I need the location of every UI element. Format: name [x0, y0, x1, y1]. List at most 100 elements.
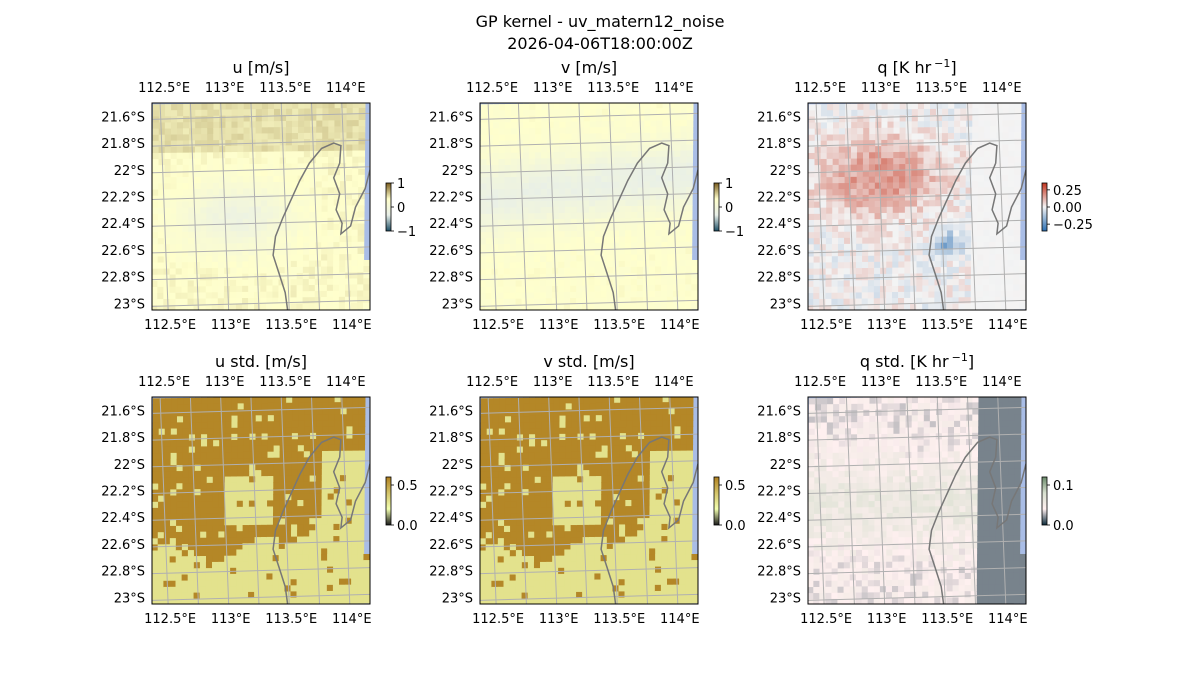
heatmap-cell	[953, 212, 960, 219]
heatmap-cell	[182, 177, 190, 184]
heatmap-cell	[357, 505, 365, 513]
heatmap-cell	[820, 140, 828, 148]
heatmap-cell	[328, 414, 336, 422]
heatmap-cell	[813, 256, 821, 264]
heatmap-cell	[879, 292, 887, 299]
heatmap-cell	[662, 114, 670, 121]
heatmap-cell	[260, 518, 268, 526]
heatmap-cell	[340, 120, 348, 127]
heatmap-cell	[169, 599, 176, 604]
heatmap-cell	[152, 128, 160, 136]
heatmap-cell	[261, 494, 268, 502]
heatmap-cell	[857, 121, 864, 129]
heatmap-cell	[339, 242, 347, 249]
heatmap-cell	[947, 181, 955, 189]
heatmap-cell	[158, 459, 166, 466]
heatmap-cell	[183, 410, 190, 417]
heatmap-cell	[261, 482, 268, 489]
heatmap-cell	[874, 206, 882, 214]
heatmap-cell	[237, 164, 244, 171]
heatmap-cell	[844, 170, 852, 178]
heatmap-cell	[152, 532, 159, 539]
heatmap-cell	[212, 549, 219, 557]
heatmap-cell	[1014, 120, 1022, 127]
heatmap-cell	[965, 157, 973, 164]
gridline-lon	[159, 397, 169, 604]
heatmap-cell	[857, 140, 864, 147]
heatmap-cell	[266, 303, 273, 310]
heatmap-cell	[182, 446, 190, 454]
heatmap-cell	[255, 397, 263, 404]
heatmap-cell	[219, 115, 227, 123]
heatmap-cell	[225, 109, 233, 117]
lat-tick-label: 21.8°S	[757, 137, 801, 152]
heatmap-cell	[1002, 168, 1009, 176]
heatmap-cell	[656, 138, 663, 146]
heatmap-cell	[625, 212, 632, 219]
heatmap-cell	[298, 120, 305, 128]
heatmap-cell	[649, 163, 657, 170]
heatmap-cell	[959, 151, 967, 158]
heatmap-cell	[813, 305, 820, 310]
heatmap-cell	[254, 285, 261, 293]
heatmap-cell	[219, 452, 226, 459]
heatmap-cell	[346, 444, 353, 452]
heatmap-cell	[328, 103, 336, 109]
heatmap-cell	[583, 182, 590, 189]
heatmap-cell	[200, 470, 208, 478]
heatmap-cell	[648, 303, 656, 310]
heatmap-cell	[189, 128, 196, 135]
heatmap-cell	[868, 225, 876, 233]
heatmap-cell	[322, 408, 330, 416]
heatmap-cell	[637, 181, 645, 189]
heatmap-cell	[224, 494, 232, 502]
heatmap-cell	[503, 268, 511, 276]
heatmap-cell	[594, 267, 602, 274]
heatmap-cell	[547, 127, 554, 135]
heatmap-cell	[607, 187, 614, 195]
heatmap-cell	[497, 286, 505, 294]
heatmap-cell	[601, 175, 609, 183]
heatmap-cell	[266, 224, 274, 232]
heatmap-cell	[528, 225, 535, 233]
heatmap-cell	[971, 224, 978, 231]
heatmap-cell	[176, 128, 184, 136]
heatmap-cell	[624, 285, 632, 292]
heatmap-cell	[163, 305, 170, 310]
heatmap-cell	[334, 420, 342, 428]
heatmap-cell	[357, 235, 365, 243]
heatmap-cell	[552, 255, 559, 263]
heatmap-cell	[189, 122, 196, 129]
heatmap-cell	[552, 200, 560, 208]
heatmap-cell	[831, 286, 839, 294]
heatmap-cell	[321, 205, 329, 213]
map-frame	[479, 102, 699, 311]
heatmap-cell	[1013, 235, 1021, 243]
heatmap-cell	[916, 261, 924, 268]
heatmap-cell	[558, 237, 566, 244]
heatmap-cell	[314, 597, 322, 604]
heatmap-cell	[272, 242, 280, 250]
heatmap-cell	[547, 133, 554, 141]
heatmap-cell	[959, 175, 967, 183]
heatmap-cell	[212, 213, 220, 220]
gridline-lat	[480, 139, 698, 147]
heatmap-cell	[565, 164, 572, 171]
heatmap-cell	[273, 451, 281, 459]
heatmap-cell	[152, 465, 159, 472]
heatmap-cell	[152, 207, 159, 215]
heatmap-cell	[666, 302, 674, 310]
heatmap-cell	[935, 224, 942, 232]
heatmap-cell	[685, 272, 692, 279]
heatmap-cell	[971, 260, 978, 268]
heatmap-cell	[242, 231, 250, 238]
heatmap-cell	[970, 291, 978, 298]
heatmap-cell	[326, 590, 334, 598]
heatmap-cell	[686, 168, 693, 176]
heatmap-cell	[959, 199, 967, 207]
heatmap-cell	[242, 261, 249, 269]
heatmap-cell	[1013, 211, 1021, 219]
heatmap-cell	[522, 237, 529, 245]
heatmap-cell	[565, 158, 572, 165]
heatmap-cell	[929, 206, 936, 213]
